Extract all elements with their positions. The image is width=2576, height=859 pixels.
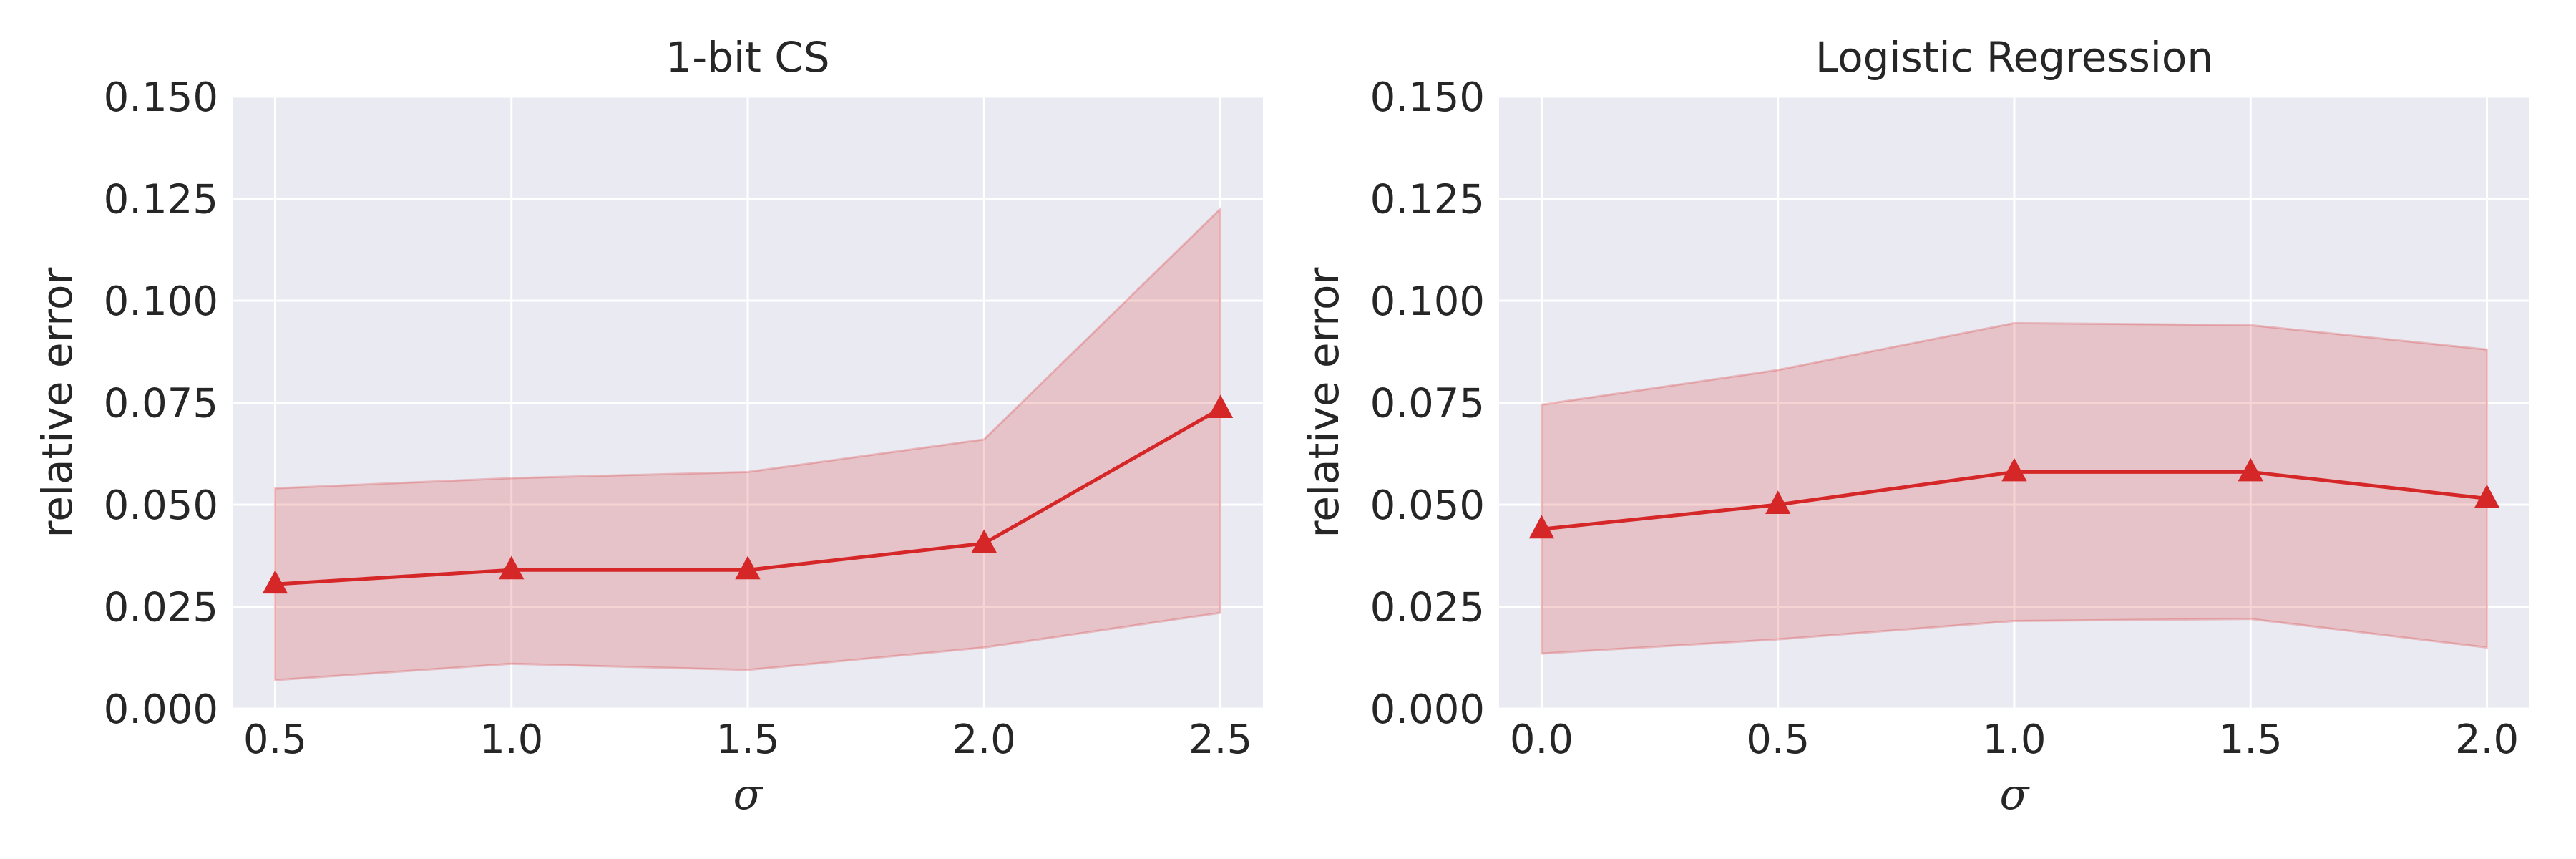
ticks-logistic-regression: 0.000 0.025 0.050 0.075 0.100 0.125 0.150 0.0 0.… (1370, 74, 2519, 763)
y-tick-label: 0.050 (1370, 482, 1485, 529)
grid-logistic-regression (1499, 95, 2529, 710)
y-tick-label: 0.150 (1370, 74, 1485, 121)
y-axis-label-logistic-regression: relative error (1299, 268, 1348, 538)
x-tick-label: 0.0 (1510, 717, 1574, 763)
data-point-marker (262, 570, 288, 594)
x-tick-label: 0.5 (243, 717, 307, 763)
y-axis-label-1bit-cs: relative error (33, 268, 82, 538)
y-tick-label: 0.025 (104, 585, 218, 631)
data-point-marker (971, 529, 997, 553)
x-axis-label-1bit-cs: σ (733, 770, 764, 820)
data-point-marker (2001, 457, 2027, 482)
ticks-1bit-cs: 0.000 0.025 0.050 0.075 0.100 0.125 0.150 0.5 1.… (104, 74, 1252, 763)
chart-title-logistic-regression: Logistic Regression (1815, 33, 2213, 82)
marks-1bit-cs (262, 206, 1234, 681)
confidence-band (1540, 321, 2489, 655)
data-point-marker (1207, 394, 1234, 419)
x-tick-label: 1.0 (479, 717, 543, 763)
y-tick-label: 0.100 (104, 278, 218, 325)
y-tick-label: 0.075 (1370, 381, 1485, 427)
data-point-marker (2238, 457, 2263, 482)
y-tick-label: 0.075 (104, 381, 218, 427)
x-tick-label: 2.5 (1189, 717, 1252, 763)
subplot-1bit-cs: 0.000 0.025 0.050 0.075 0.100 0.125 0.150 0.5 1.… (33, 33, 1263, 820)
x-tick-label: 1.5 (716, 717, 779, 763)
data-point-marker (2474, 484, 2500, 508)
x-tick-label: 2.0 (2455, 717, 2519, 763)
x-tick-label: 1.0 (1982, 717, 2046, 763)
y-tick-label: 0.100 (1370, 278, 1485, 325)
y-tick-label: 0.050 (104, 482, 218, 529)
data-point-marker (735, 555, 761, 580)
data-point-marker (1528, 515, 1555, 539)
y-tick-label: 0.150 (104, 74, 218, 121)
chart-title-1bit-cs: 1-bit CS (665, 33, 829, 82)
data-point-marker (1765, 490, 1791, 514)
marks-logistic-regression (1528, 321, 2500, 655)
data-point-marker (499, 555, 525, 580)
y-tick-label: 0.000 (104, 686, 218, 733)
y-tick-label: 0.000 (1370, 686, 1485, 733)
y-tick-label: 0.125 (1370, 177, 1485, 223)
x-tick-label: 1.5 (2219, 717, 2283, 763)
x-axis-label-logistic-regression: σ (2000, 770, 2031, 820)
x-tick-label: 2.0 (952, 717, 1016, 763)
x-tick-label: 0.5 (1746, 717, 1810, 763)
subplot-logistic-regression: 0.000 0.025 0.050 0.075 0.100 0.125 0.150 0.0 0.… (1299, 33, 2529, 820)
y-tick-label: 0.025 (1370, 585, 1485, 631)
y-tick-label: 0.125 (104, 177, 218, 223)
